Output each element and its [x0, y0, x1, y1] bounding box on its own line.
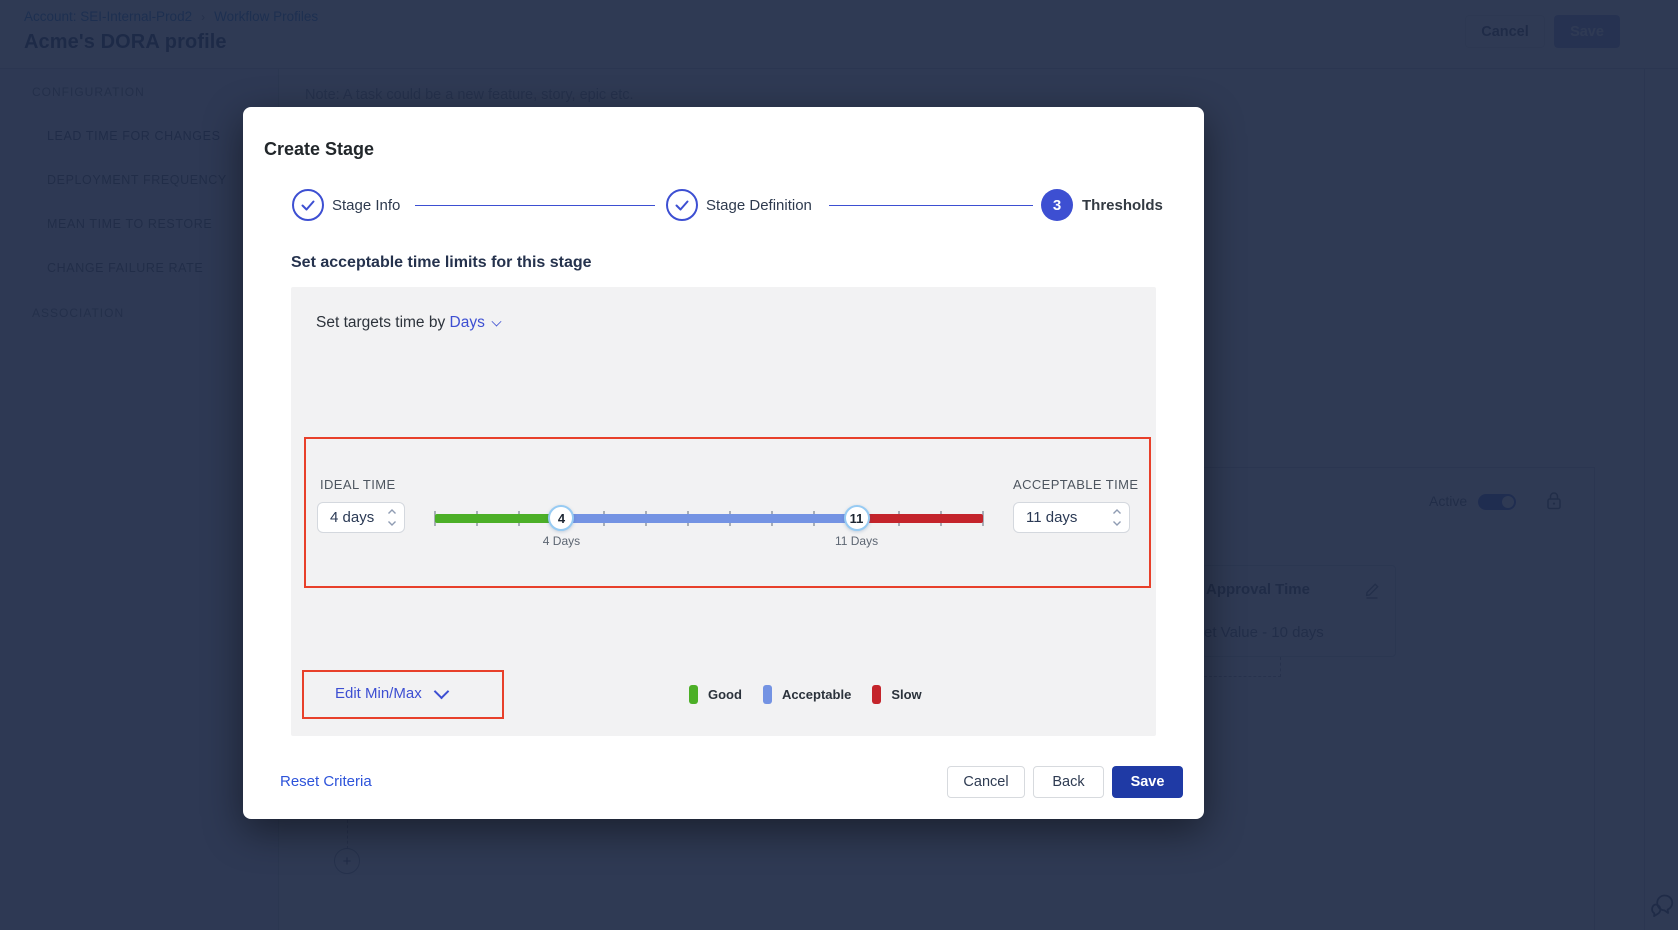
ideal-time-input[interactable]: 4 days [317, 502, 405, 533]
annotation-box-slider [304, 437, 1151, 588]
dialog-cancel-label: Cancel [963, 774, 1009, 790]
threshold-slider: 4 4 Days 11 11 Days [434, 477, 984, 548]
step-3-number-circle: 3 [1041, 189, 1073, 221]
acceptable-handle[interactable]: 11 [843, 505, 870, 531]
acceptable-time-value: 11 days [1026, 509, 1078, 526]
chevron-down-icon [491, 316, 502, 327]
legend-swatch-slow [872, 684, 882, 704]
stepper-arrows-icon[interactable] [1112, 507, 1122, 528]
edit-minmax-button[interactable]: Edit Min/Max [335, 683, 449, 702]
edit-minmax-label: Edit Min/Max [335, 685, 422, 702]
annotation-box-edit-minmax: Edit Min/Max [302, 670, 504, 719]
slider-segment-slow [856, 513, 983, 523]
legend-swatch-good [689, 684, 698, 704]
check-icon [301, 200, 315, 211]
slider-segment-good [435, 513, 562, 523]
step-2-label[interactable]: Stage Definition [706, 197, 812, 214]
create-stage-dialog: Create Stage Stage Info Stage Definition… [243, 107, 1204, 819]
dialog-back-button[interactable]: Back [1033, 766, 1104, 798]
ideal-handle-label: 4 Days [542, 534, 581, 548]
step-3-label[interactable]: Thresholds [1082, 197, 1163, 214]
step-3-number: 3 [1052, 196, 1062, 214]
step-connector-1 [415, 204, 655, 206]
ideal-time-value: 4 days [330, 509, 375, 526]
acceptable-handle-label: 11 Days [834, 534, 879, 548]
target-time-by: Set targets time by Days [316, 314, 502, 332]
acceptable-time-label: ACCEPTABLE TIME [1013, 477, 1139, 492]
ideal-time-label: IDEAL TIME [320, 477, 396, 492]
check-icon [675, 200, 689, 211]
legend-label-acceptable: Acceptable [781, 686, 852, 702]
stepper-arrows-icon[interactable] [387, 507, 397, 528]
reset-criteria-link[interactable]: Reset Criteria [280, 773, 372, 790]
legend-label-slow: Slow [891, 686, 922, 702]
thresholds-heading: Set acceptable time limits for this stag… [291, 254, 592, 271]
dialog-save-label: Save [1130, 774, 1165, 790]
legend-swatch-acceptable [762, 684, 772, 704]
ideal-handle[interactable]: 4 [548, 505, 575, 531]
dialog-title: Create Stage [264, 139, 375, 159]
target-unit-dropdown[interactable]: Days [449, 314, 502, 331]
step-1-check-circle [292, 189, 324, 221]
slider-segment-acceptable [561, 513, 857, 523]
dialog-save-button[interactable]: Save [1112, 766, 1183, 798]
chevron-down-icon [433, 683, 449, 700]
target-unit-value: Days [449, 314, 485, 331]
slider-tick [982, 511, 984, 526]
step-connector-2 [829, 204, 1033, 206]
dialog-back-label: Back [1052, 774, 1085, 790]
step-1-label[interactable]: Stage Info [332, 197, 401, 214]
step-2-check-circle [666, 189, 698, 221]
legend-label-good: Good [708, 686, 742, 702]
thresholds-panel: Set targets time by Days IDEAL TIME 4 da… [291, 287, 1156, 736]
slider-legend: Good Acceptable Slow [689, 673, 943, 715]
dialog-cancel-button[interactable]: Cancel [947, 766, 1025, 798]
target-time-by-label: Set targets time by [316, 314, 446, 331]
acceptable-time-input[interactable]: 11 days [1013, 502, 1130, 533]
